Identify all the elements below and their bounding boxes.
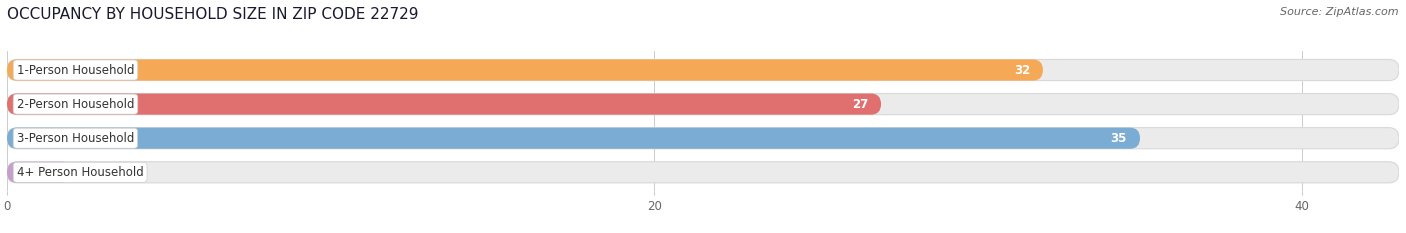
FancyBboxPatch shape xyxy=(7,162,1399,183)
FancyBboxPatch shape xyxy=(7,93,882,115)
FancyBboxPatch shape xyxy=(7,128,1140,149)
Text: 35: 35 xyxy=(1111,132,1128,145)
FancyBboxPatch shape xyxy=(7,162,72,183)
FancyBboxPatch shape xyxy=(7,59,1399,81)
Text: 4+ Person Household: 4+ Person Household xyxy=(17,166,143,179)
Text: 32: 32 xyxy=(1014,64,1031,76)
Text: 2-Person Household: 2-Person Household xyxy=(17,98,134,111)
Text: 3-Person Household: 3-Person Household xyxy=(17,132,134,145)
Text: 1-Person Household: 1-Person Household xyxy=(17,64,134,76)
Text: 27: 27 xyxy=(852,98,868,111)
Text: Source: ZipAtlas.com: Source: ZipAtlas.com xyxy=(1281,7,1399,17)
Text: OCCUPANCY BY HOUSEHOLD SIZE IN ZIP CODE 22729: OCCUPANCY BY HOUSEHOLD SIZE IN ZIP CODE … xyxy=(7,7,419,22)
Text: 0: 0 xyxy=(89,166,96,179)
FancyBboxPatch shape xyxy=(7,93,1399,115)
FancyBboxPatch shape xyxy=(7,59,1043,81)
FancyBboxPatch shape xyxy=(7,128,1399,149)
